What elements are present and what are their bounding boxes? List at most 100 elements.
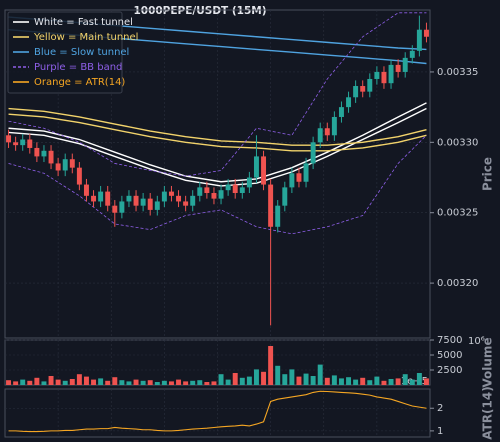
candle-body — [402, 57, 408, 72]
volume-bar — [331, 375, 337, 385]
candle-body — [346, 97, 352, 108]
volume-bar — [105, 380, 111, 385]
candle-body — [112, 205, 118, 213]
volume-bar — [338, 378, 344, 385]
candle-body — [83, 184, 89, 196]
candle-body — [268, 184, 274, 227]
candle-body — [261, 156, 267, 185]
candle-body — [98, 191, 104, 202]
candle-body — [119, 201, 125, 213]
volume-bar — [395, 378, 401, 385]
volume-bar — [83, 376, 89, 385]
candle-body — [48, 150, 54, 164]
candle-body — [303, 163, 309, 182]
candle-body — [388, 64, 394, 84]
candle-body — [126, 195, 132, 202]
volume-bar — [183, 381, 189, 385]
volume-bar — [27, 380, 33, 385]
volume-bar — [34, 377, 40, 385]
volume-bar — [126, 381, 132, 385]
candle-body — [168, 191, 174, 196]
legend-label: Purple = BB band — [34, 62, 122, 73]
candle-body — [197, 187, 203, 196]
candle-body — [239, 187, 245, 194]
candle-body — [409, 50, 415, 58]
volume-bar — [367, 380, 373, 385]
candle-body — [6, 135, 12, 143]
volume-bar — [388, 379, 394, 385]
volume-bar — [140, 380, 146, 385]
y-tick-label: 2 — [437, 403, 443, 414]
volume-bar — [409, 379, 415, 385]
y-tick-label: 2500 — [437, 365, 462, 376]
volume-bar — [6, 380, 12, 385]
candle-body — [190, 195, 196, 206]
candle-body — [69, 159, 75, 168]
indicator-line — [8, 113, 427, 152]
volume-bar — [423, 378, 429, 385]
y-tick-label: 1 — [437, 426, 443, 437]
candle-body — [76, 167, 82, 185]
volume-bar — [147, 380, 153, 385]
volume-bar — [282, 374, 288, 385]
volume-bar — [310, 376, 316, 385]
volume-bar — [360, 377, 366, 385]
volume-bar — [76, 374, 82, 385]
volume-bar — [416, 373, 422, 385]
legend-label: White = Fast tunnel — [34, 17, 133, 28]
candle-body — [353, 86, 359, 98]
y-tick-label: 0.00335 — [437, 67, 478, 78]
volume-bar — [190, 380, 196, 385]
candle-body — [154, 201, 160, 210]
y-tick-label: 7500 — [437, 335, 462, 346]
volume-bar — [374, 376, 380, 385]
volume-bar — [133, 379, 139, 385]
volume-bar — [197, 380, 203, 385]
candle-body — [423, 29, 429, 37]
volume-bar — [402, 374, 408, 385]
candle-body — [253, 156, 259, 178]
axis-title: Price — [481, 157, 495, 191]
volume-bar — [296, 376, 302, 385]
candle-body — [360, 86, 366, 92]
candle-body — [338, 107, 344, 117]
candle-body — [55, 163, 61, 171]
candle-body — [367, 78, 373, 92]
volume-bar — [218, 374, 224, 385]
axis-title: ATR(14) — [481, 386, 495, 439]
volume-bar — [317, 364, 323, 385]
legend-label: Blue = Slow tunnel — [34, 47, 129, 58]
volume-bar — [20, 379, 26, 385]
candle-body — [225, 184, 231, 191]
volume-bar — [62, 380, 68, 385]
volume-bar — [211, 381, 217, 385]
offset-text: 10⁶ — [468, 336, 485, 347]
volume-bar — [353, 379, 359, 385]
candle-body — [34, 147, 40, 157]
chart-title: 1000PEPE/USDT (15M) — [133, 5, 266, 17]
legend-label: Orange = ATR(14) — [34, 77, 125, 88]
volume-bar — [69, 379, 75, 385]
volume-bar — [381, 380, 387, 385]
legend-label: Yellow = Main tunnel — [33, 32, 138, 43]
volume-bar — [98, 378, 104, 385]
volume-bar — [289, 369, 295, 385]
axis-title: Volume — [481, 337, 495, 387]
volume-bar — [253, 369, 259, 385]
volume-bar — [346, 377, 352, 385]
candle-body — [20, 139, 26, 146]
candle-body — [133, 195, 139, 206]
volume-bar — [275, 365, 281, 385]
volume-bar — [48, 376, 54, 385]
indicator-line — [8, 12, 427, 177]
candle-body — [246, 177, 252, 188]
indicator-line — [8, 135, 427, 235]
volume-bar — [168, 381, 174, 385]
volume-bar — [204, 382, 210, 385]
candle-body — [395, 64, 401, 72]
candle-body — [204, 187, 210, 194]
y-tick-label: 0.00320 — [437, 278, 478, 289]
volume-bar — [55, 379, 61, 385]
atr-line — [8, 390, 427, 433]
